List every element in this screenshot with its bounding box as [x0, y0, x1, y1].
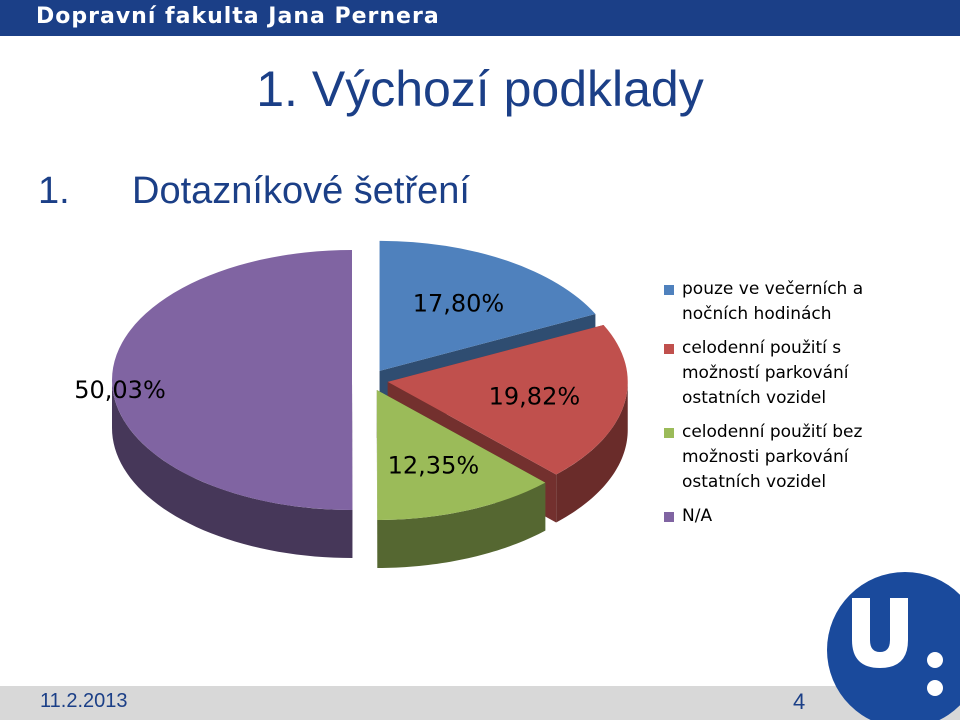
- logo-u-letter: [852, 598, 908, 668]
- pie-slice: [112, 250, 353, 511]
- legend-label: celodenní použití s možností parkování o…: [682, 338, 849, 408]
- legend-swatch: [664, 344, 674, 354]
- footer-date: 11.2.2013: [40, 690, 128, 712]
- legend-item: celodenní použití s možností parkování o…: [664, 336, 904, 411]
- legend-item: N/A: [664, 504, 904, 529]
- footer-bar: 11.2.2013 4: [0, 686, 960, 720]
- legend-label: celodenní použití bez možnosti parkování…: [682, 422, 863, 492]
- data-label: 17,80%: [413, 290, 505, 318]
- legend-label: N/A: [682, 506, 713, 526]
- slide-title: 1. Výchozí podklady: [256, 61, 704, 117]
- pie-chart: 17,80% 19,82% 12,35% 50,03%: [74, 240, 628, 568]
- faculty-brand: Dopravní fakulta Jana Pernera: [36, 4, 440, 29]
- legend-swatch: [664, 285, 674, 295]
- data-label: 12,35%: [388, 452, 480, 480]
- legend-item: pouze ve večerních a nočních hodinách: [664, 277, 904, 327]
- slide-subtitle: 1. Dotazníkové šetření: [38, 170, 470, 213]
- data-label: 50,03%: [74, 376, 166, 404]
- pie-slice: [376, 389, 546, 520]
- legend-item: celodenní použití bez možnosti parkování…: [664, 420, 904, 495]
- legend-swatch: [664, 512, 674, 522]
- pie-slice: [379, 240, 596, 371]
- page-number: 4: [793, 689, 806, 714]
- subtitle-number: 1.: [38, 170, 70, 212]
- chart-legend: pouze ve večerních a nočních hodinách ce…: [664, 277, 904, 538]
- data-label: 19,82%: [489, 382, 581, 410]
- legend-swatch: [664, 428, 674, 438]
- logo-dot: [927, 652, 943, 668]
- subtitle-text: Dotazníkové šetření: [132, 170, 470, 212]
- pie-slice: [387, 325, 628, 475]
- header-bar: Dopravní fakulta Jana Pernera: [0, 0, 960, 36]
- legend-label: pouze ve večerních a nočních hodinách: [682, 279, 864, 324]
